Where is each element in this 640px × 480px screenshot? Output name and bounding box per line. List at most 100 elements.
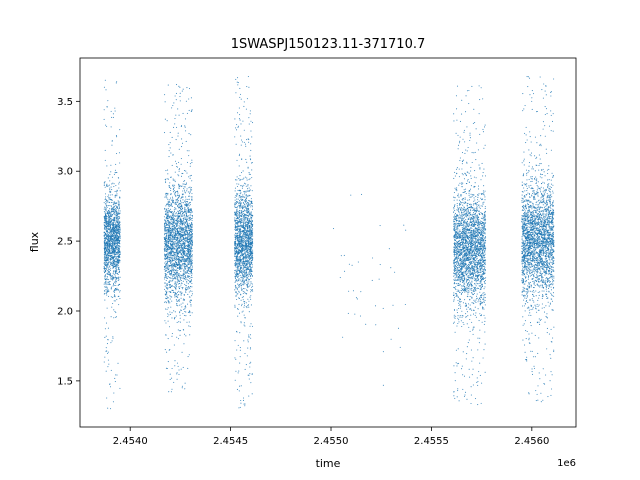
data-point bbox=[252, 285, 254, 287]
data-point bbox=[166, 221, 168, 223]
data-point bbox=[174, 292, 176, 294]
data-point bbox=[118, 208, 120, 210]
data-point bbox=[107, 270, 109, 272]
data-point bbox=[184, 232, 186, 234]
data-point bbox=[119, 233, 121, 235]
data-point bbox=[109, 386, 112, 388]
data-point bbox=[184, 305, 187, 307]
data-point bbox=[168, 261, 170, 263]
data-point bbox=[104, 206, 106, 208]
data-point bbox=[109, 194, 111, 196]
data-point bbox=[104, 328, 106, 330]
data-point bbox=[180, 200, 182, 202]
data-point bbox=[112, 245, 115, 247]
data-point bbox=[187, 356, 189, 358]
data-point bbox=[183, 222, 185, 224]
data-point bbox=[116, 243, 118, 245]
data-point bbox=[114, 236, 116, 238]
data-point bbox=[173, 231, 175, 233]
data-point bbox=[180, 284, 182, 286]
data-point bbox=[119, 387, 121, 389]
data-point bbox=[184, 191, 186, 193]
data-point bbox=[247, 184, 249, 186]
data-point bbox=[114, 231, 116, 233]
data-point bbox=[178, 257, 180, 259]
data-point bbox=[240, 204, 242, 206]
data-point bbox=[183, 218, 185, 220]
data-point bbox=[109, 263, 111, 265]
data-point bbox=[170, 391, 172, 393]
data-point bbox=[113, 235, 115, 237]
data-point bbox=[169, 348, 171, 351]
data-point bbox=[182, 254, 184, 257]
data-point bbox=[110, 268, 112, 270]
data-point bbox=[250, 233, 252, 235]
data-point bbox=[106, 307, 108, 309]
data-point bbox=[171, 289, 173, 291]
data-point bbox=[182, 232, 184, 234]
data-point bbox=[184, 180, 186, 182]
data-point bbox=[185, 335, 187, 337]
data-point bbox=[166, 169, 169, 171]
data-point bbox=[184, 263, 186, 265]
data-point bbox=[190, 258, 192, 260]
data-point bbox=[183, 274, 185, 276]
data-point bbox=[179, 251, 181, 253]
data-point bbox=[170, 223, 172, 225]
data-point bbox=[165, 286, 167, 288]
data-point bbox=[110, 256, 112, 258]
data-point bbox=[114, 260, 116, 262]
data-point bbox=[108, 245, 110, 247]
data-point bbox=[178, 225, 180, 227]
data-point bbox=[116, 272, 118, 274]
data-point bbox=[172, 256, 174, 258]
data-point bbox=[170, 218, 173, 220]
data-point bbox=[187, 275, 189, 277]
data-point bbox=[178, 261, 180, 263]
data-point bbox=[113, 206, 115, 208]
data-point bbox=[114, 380, 116, 383]
data-point bbox=[174, 181, 176, 183]
data-point bbox=[107, 255, 109, 257]
data-point bbox=[177, 274, 179, 276]
data-point bbox=[240, 283, 242, 285]
data-point bbox=[118, 276, 120, 278]
data-point bbox=[107, 100, 109, 102]
data-point bbox=[167, 255, 169, 257]
data-point bbox=[188, 217, 190, 219]
data-point bbox=[182, 275, 184, 277]
data-point bbox=[183, 216, 185, 218]
data-point bbox=[166, 351, 168, 353]
data-point bbox=[173, 233, 175, 235]
data-point bbox=[111, 209, 113, 211]
data-point bbox=[165, 224, 167, 226]
data-point bbox=[110, 264, 112, 266]
data-point bbox=[113, 284, 115, 286]
data-point bbox=[109, 197, 111, 199]
data-point bbox=[168, 282, 170, 284]
data-point bbox=[171, 231, 173, 233]
data-point bbox=[179, 268, 181, 271]
data-point bbox=[180, 259, 182, 261]
data-point bbox=[186, 260, 188, 262]
data-point bbox=[176, 233, 178, 235]
data-point bbox=[176, 236, 178, 238]
data-point bbox=[185, 275, 187, 277]
data-point bbox=[251, 204, 253, 207]
data-point bbox=[238, 203, 240, 205]
data-point bbox=[183, 228, 185, 230]
data-point bbox=[239, 274, 241, 277]
data-point bbox=[110, 253, 112, 255]
data-point bbox=[191, 196, 193, 198]
data-point bbox=[179, 202, 181, 205]
data-point bbox=[244, 193, 246, 195]
data-point bbox=[112, 225, 114, 227]
data-point bbox=[172, 248, 174, 250]
data-point bbox=[189, 165, 191, 167]
data-point bbox=[113, 300, 115, 302]
data-point bbox=[170, 235, 173, 237]
data-point bbox=[182, 302, 184, 304]
data-point bbox=[234, 379, 236, 381]
data-point bbox=[104, 282, 106, 284]
data-point bbox=[184, 258, 186, 261]
